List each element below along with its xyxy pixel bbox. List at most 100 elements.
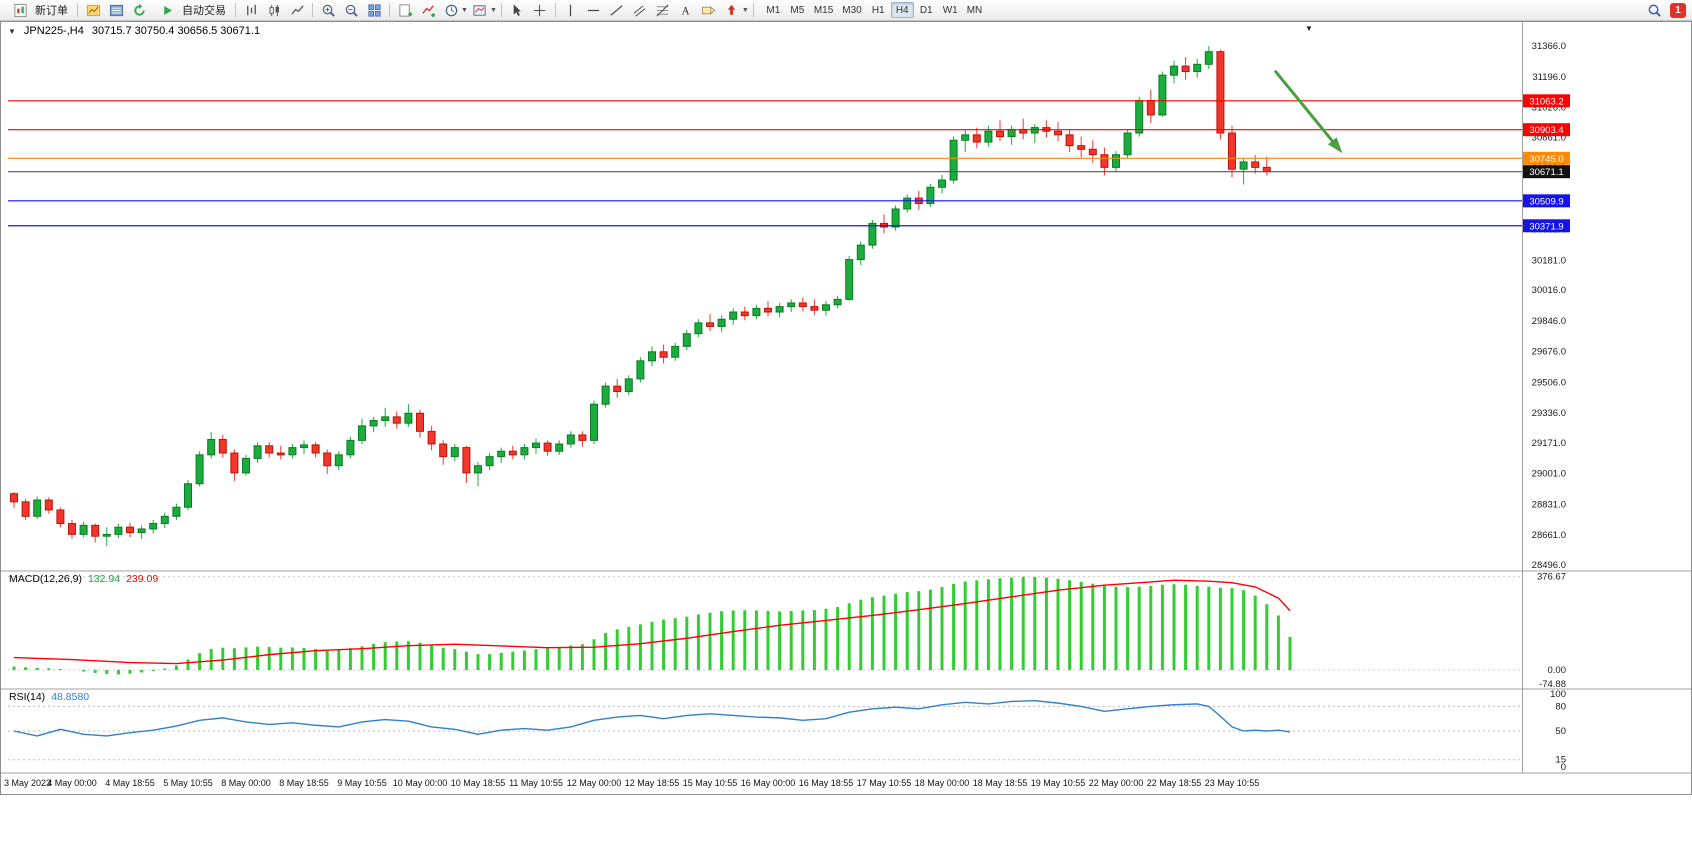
svg-text:30903.4: 30903.4 bbox=[1529, 125, 1563, 136]
timeframe-M1[interactable]: M1 bbox=[766, 4, 781, 16]
time-axis-label: 8 May 18:55 bbox=[279, 778, 329, 788]
market-watch-button[interactable] bbox=[82, 1, 104, 19]
price-tick: 29506.0 bbox=[1532, 377, 1566, 388]
toolbar-right-group: 1 bbox=[1643, 1, 1688, 19]
price-tick: 30861.0 bbox=[1532, 132, 1566, 143]
price-tick: 31196.0 bbox=[1532, 72, 1566, 83]
toolbar-separator bbox=[389, 3, 390, 17]
new-order-button[interactable]: 新订单 bbox=[4, 1, 73, 19]
price-tick: 29171.0 bbox=[1532, 438, 1566, 449]
refresh-icon bbox=[133, 3, 145, 16]
horizontal-line-icon bbox=[588, 9, 600, 11]
time-axis-label: 11 May 10:55 bbox=[509, 778, 563, 788]
templates-icon bbox=[473, 4, 487, 16]
timeframe-MN[interactable]: MN bbox=[966, 4, 983, 16]
rsi-line bbox=[13, 699, 1291, 737]
text-icon: A bbox=[682, 5, 691, 17]
horizontal-line-button[interactable] bbox=[583, 1, 605, 19]
time-axis-label: 16 May 00:00 bbox=[741, 778, 796, 788]
svg-text:30671.1: 30671.1 bbox=[1529, 167, 1563, 178]
time-axis-label: 9 May 10:55 bbox=[337, 778, 387, 788]
toolbar-separator bbox=[554, 3, 556, 17]
time-axis-label: 15 May 10:55 bbox=[683, 778, 738, 788]
trend-arrow-head bbox=[1328, 137, 1343, 154]
rsi-axis-tick: 80 bbox=[1555, 701, 1566, 712]
trendline-icon bbox=[610, 4, 623, 16]
line-chart-button[interactable] bbox=[286, 1, 308, 19]
price-label-30903.4 bbox=[1523, 123, 1570, 137]
price-tick: 30016.0 bbox=[1532, 285, 1566, 296]
toolbar-separator bbox=[500, 3, 502, 17]
time-axis-label: 4 May 00:00 bbox=[47, 778, 97, 788]
svg-text:A: A bbox=[682, 5, 691, 17]
periods-button[interactable] bbox=[440, 1, 462, 19]
data-window-button[interactable] bbox=[105, 1, 127, 19]
time-axis-label: 22 May 00:00 bbox=[1089, 778, 1144, 788]
chevron-down-icon[interactable]: ▼ bbox=[489, 6, 497, 14]
timeframe-H4[interactable]: H4 bbox=[890, 2, 914, 18]
crosshair-button[interactable] bbox=[529, 1, 551, 19]
time-axis-label: 23 May 10:55 bbox=[1205, 778, 1260, 788]
scroll-end-marker[interactable]: ▼ bbox=[1305, 24, 1313, 33]
label-button[interactable] bbox=[698, 1, 720, 19]
toolbar-separator bbox=[77, 3, 78, 17]
price-tick: 28661.0 bbox=[1532, 530, 1566, 541]
bar-chart-icon bbox=[246, 4, 256, 15]
zoom-out-button[interactable] bbox=[340, 1, 362, 19]
refresh-button[interactable] bbox=[128, 1, 150, 19]
indicators-icon bbox=[421, 4, 435, 17]
price-tick: 31366.0 bbox=[1532, 41, 1566, 52]
trendline-button[interactable] bbox=[606, 1, 628, 19]
quick-trade-arrow-icon[interactable]: ▼ bbox=[8, 26, 16, 36]
chart-window-frame bbox=[0, 21, 1692, 795]
timeframe-D1[interactable]: D1 bbox=[919, 4, 933, 16]
periods-clock-icon bbox=[445, 4, 457, 16]
arrow-object-icon bbox=[728, 4, 736, 15]
bar-chart-button[interactable] bbox=[240, 1, 262, 19]
candlestick-chart-icon bbox=[269, 4, 279, 16]
channel-button[interactable] bbox=[629, 1, 651, 19]
templates-button[interactable] bbox=[469, 1, 491, 19]
candlestick-chart-button[interactable] bbox=[263, 1, 285, 19]
price-tick: 29001.0 bbox=[1532, 469, 1566, 480]
arrows-button[interactable] bbox=[721, 1, 743, 19]
trend-arrow-annotation[interactable] bbox=[1273, 69, 1342, 152]
timeframe-H1[interactable]: H1 bbox=[871, 4, 885, 16]
svg-text:30509.9: 30509.9 bbox=[1529, 196, 1563, 207]
fibonacci-button[interactable] bbox=[652, 1, 674, 19]
cursor-icon bbox=[514, 3, 522, 16]
price-label-30745.0 bbox=[1523, 151, 1570, 165]
price-tick: 30181.0 bbox=[1532, 255, 1566, 266]
time-axis-label: 5 May 10:55 bbox=[163, 778, 213, 788]
vertical-line-button[interactable] bbox=[560, 1, 582, 19]
rsi-axis-tick: 0 bbox=[1561, 762, 1566, 773]
macd-axis-tick: -74.88 bbox=[1539, 679, 1566, 690]
chevron-down-icon[interactable]: ▼ bbox=[741, 6, 749, 14]
new-chart-button[interactable] bbox=[394, 1, 416, 19]
time-axis-label: 18 May 00:00 bbox=[915, 778, 970, 788]
time-axis-label: 12 May 18:55 bbox=[625, 778, 680, 788]
timeframe-W1[interactable]: W1 bbox=[942, 4, 958, 16]
time-axis-label: 12 May 00:00 bbox=[567, 778, 622, 788]
timeframe-toolbar: M1 M5 M15 M30 H1 H4 D1 W1 MN bbox=[762, 2, 986, 18]
timeframe-M30[interactable]: M30 bbox=[842, 4, 862, 16]
notification-badge[interactable]: 1 bbox=[1670, 2, 1686, 18]
rsi-axis-tick: 100 bbox=[1550, 689, 1566, 700]
play-icon bbox=[156, 1, 178, 19]
text-button[interactable]: A bbox=[675, 1, 697, 19]
cursor-button[interactable] bbox=[506, 1, 528, 19]
zoom-in-button[interactable] bbox=[317, 1, 339, 19]
search-button[interactable] bbox=[1643, 1, 1665, 19]
indicators-button[interactable] bbox=[417, 1, 439, 19]
time-axis-label: 10 May 18:55 bbox=[451, 778, 506, 788]
price-tick: 29846.0 bbox=[1532, 316, 1566, 327]
zoom-in-icon bbox=[322, 4, 335, 17]
data-window-icon bbox=[109, 4, 123, 16]
zoom-out-icon bbox=[345, 4, 358, 17]
auto-trading-button[interactable]: 自动交易 bbox=[151, 1, 231, 19]
tile-windows-button[interactable] bbox=[363, 1, 385, 19]
timeframe-M5[interactable]: M5 bbox=[790, 4, 805, 16]
timeframe-M15[interactable]: M15 bbox=[813, 4, 834, 16]
chevron-down-icon[interactable]: ▼ bbox=[461, 6, 468, 14]
rsi-axis-tick: 15 bbox=[1555, 755, 1566, 766]
